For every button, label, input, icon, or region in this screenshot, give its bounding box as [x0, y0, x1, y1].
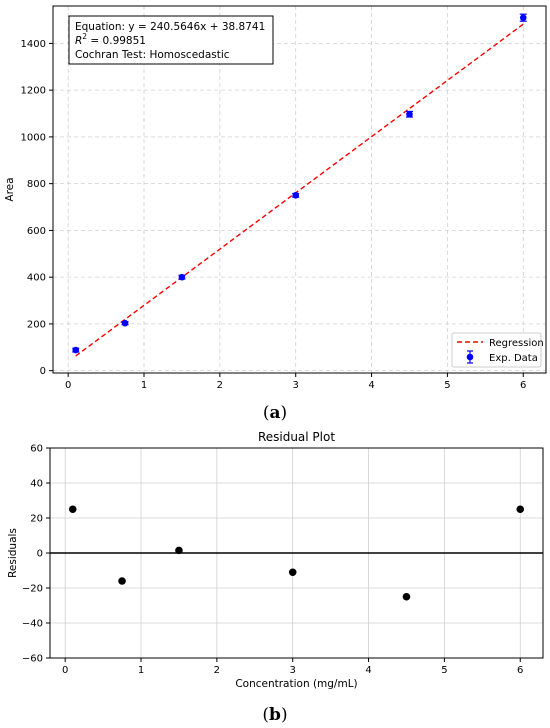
- b-y-axis-label: Residuals: [7, 528, 19, 578]
- b-residual-point: [118, 577, 126, 585]
- a-x-tick-label: 4: [368, 380, 374, 391]
- a-y-axis-label: Area: [4, 177, 16, 201]
- b-x-tick-label: 4: [365, 665, 371, 676]
- b-ticks: 0 1 2 3 4 5 6 −60 −40 −20 0 20 40 60: [22, 444, 524, 677]
- b-y-tick-label: 40: [30, 479, 43, 490]
- a-y-tick-label: 0: [40, 366, 46, 377]
- b-marks: [50, 505, 543, 601]
- b-x-axis-label: Concentration (mg/mL): [235, 678, 357, 690]
- a-legend-data-label: Exp. Data: [489, 353, 538, 364]
- panel-b-residual-chart: Residual Plot 0 1 2 3 4 5 6 −60 −40 −20 0 20 40 60 Re…: [7, 430, 544, 725]
- panel-label-a: (a): [263, 403, 287, 423]
- b-y-tick-label: −40: [22, 619, 43, 630]
- b-residual-point: [516, 505, 525, 514]
- a-grid: [53, 6, 546, 373]
- a-legend-data-swatch: [466, 350, 474, 364]
- b-x-tick-label: 0: [62, 665, 68, 676]
- a-data-point: [519, 14, 527, 21]
- b-y-tick-label: −60: [22, 654, 43, 665]
- panel-a-close-paren: ): [281, 403, 288, 423]
- a-regression-line: [75, 23, 524, 357]
- a-x-tick-label: 1: [141, 380, 147, 391]
- a-legend: Regression Exp. Data: [451, 332, 544, 368]
- a-r-symbol: R: [75, 35, 82, 47]
- b-y-tick-label: −20: [22, 584, 43, 595]
- a-equation-text: Equation: y = 240.5646x + 38.8741: [75, 21, 265, 33]
- a-y-tick-label: 1400: [21, 39, 46, 50]
- b-residual-point: [288, 568, 297, 577]
- a-y-tick-label: 1000: [21, 132, 46, 143]
- a-r-exponent: 2: [82, 32, 87, 41]
- a-data-point: [178, 273, 186, 281]
- b-residual-point: [68, 505, 77, 514]
- a-y-tick-label: 400: [27, 273, 46, 284]
- a-x-tick-label: 3: [293, 380, 299, 391]
- a-x-tick-label: 6: [520, 380, 526, 391]
- a-cochran-text: Cochran Test: Homoscedastic: [75, 49, 230, 61]
- a-data-point: [292, 192, 300, 199]
- a-r-value: = 0.99851: [87, 35, 146, 47]
- b-x-tick-label: 5: [441, 665, 447, 676]
- panel-b-letter: b: [269, 705, 281, 725]
- a-y-tick-label: 600: [27, 226, 46, 237]
- a-data-point: [121, 319, 129, 327]
- a-y-tick-label: 1200: [21, 86, 46, 97]
- panel-a-regression-chart: 0 1 2 3 4 5 6 0 200 400 600 800 1000 1200 1400 Area Eq…: [4, 5, 547, 423]
- a-x-tick-label: 5: [444, 380, 450, 391]
- panel-a-letter: a: [269, 403, 280, 423]
- a-legend-point: [466, 353, 474, 361]
- panel-label-b: (b): [262, 705, 287, 725]
- b-residual-point: [402, 592, 411, 601]
- panel-b-close-paren: ): [281, 705, 288, 725]
- a-y-tick-label: 200: [27, 319, 46, 330]
- a-r-squared-text: R2 = 0.99851: [75, 32, 146, 47]
- b-x-tick-label: 3: [290, 665, 296, 676]
- b-y-tick-label: 60: [30, 444, 43, 455]
- b-y-tick-label: 20: [30, 514, 43, 525]
- b-x-tick-label: 1: [138, 665, 144, 676]
- a-ticks: 0 1 2 3 4 5 6 0 200 400 600 800 1000 1200 1400: [21, 39, 527, 391]
- a-plot-frame: [52, 5, 547, 374]
- b-y-tick-label: 0: [37, 549, 43, 560]
- b-x-tick-label: 6: [517, 665, 523, 676]
- a-legend-regression-label: Regression: [489, 338, 544, 349]
- a-data-point: [72, 346, 80, 354]
- a-data-point: [406, 110, 413, 118]
- a-x-tick-label: 0: [65, 380, 71, 391]
- a-equation-box-frame: [68, 15, 274, 65]
- a-equation-box: Equation: y = 240.5646x + 38.8741 R2 = 0…: [68, 15, 274, 65]
- a-y-tick-label: 800: [27, 179, 46, 190]
- b-x-tick-label: 2: [214, 665, 220, 676]
- a-x-tick-label: 2: [217, 380, 223, 391]
- b-plot-title: Residual Plot: [258, 430, 335, 444]
- b-residual-point: [175, 546, 183, 555]
- panel-a-open-paren: (: [263, 403, 270, 423]
- panel-b-open-paren: (: [262, 705, 269, 725]
- a-marks: [72, 13, 527, 357]
